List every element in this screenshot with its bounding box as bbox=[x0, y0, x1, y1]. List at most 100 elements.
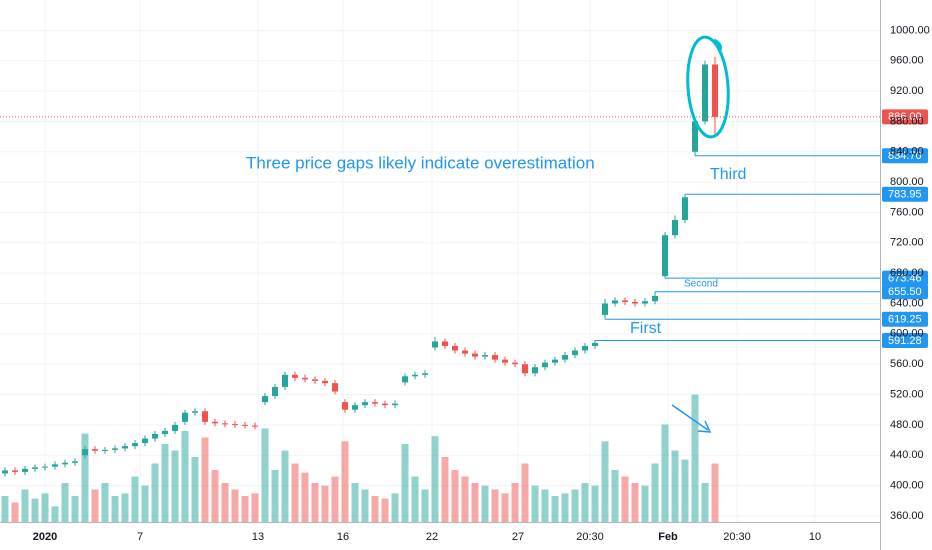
candle-body bbox=[162, 430, 168, 434]
candle-body bbox=[182, 412, 188, 422]
price-label-box bbox=[882, 270, 928, 286]
candle-body bbox=[342, 402, 348, 410]
volume-bar bbox=[121, 493, 129, 522]
y-tick-label: 760.00 bbox=[890, 206, 924, 218]
volume-bar bbox=[461, 476, 469, 522]
y-tick-label: 960.00 bbox=[890, 55, 924, 67]
candle-body bbox=[272, 386, 278, 397]
candle-body bbox=[72, 461, 78, 463]
annotation: Second bbox=[684, 279, 718, 290]
candle-body bbox=[682, 197, 688, 221]
volume-pane bbox=[1, 394, 719, 522]
volume-bar bbox=[321, 485, 329, 522]
volume-bar bbox=[571, 489, 579, 522]
candle-body bbox=[642, 301, 648, 304]
candle-body bbox=[582, 345, 588, 351]
candle-body bbox=[292, 374, 298, 378]
volume-bar bbox=[311, 483, 319, 522]
volume-bar bbox=[281, 450, 289, 522]
y-tick-label: 440.00 bbox=[890, 449, 924, 461]
candle-body bbox=[602, 303, 608, 315]
candle-body bbox=[362, 402, 368, 406]
x-tick-label: 20:30 bbox=[723, 531, 751, 543]
arrow bbox=[671, 404, 709, 431]
volume-bar bbox=[361, 489, 369, 522]
y-tick-label: 880.00 bbox=[890, 115, 924, 127]
candle-body bbox=[492, 355, 498, 360]
highlight-circle bbox=[686, 35, 730, 139]
volume-bar bbox=[291, 463, 299, 522]
arrow-head bbox=[697, 420, 712, 433]
volume-bar bbox=[371, 496, 379, 522]
candle-body bbox=[32, 467, 38, 469]
x-tick-label: 20:30 bbox=[576, 531, 604, 543]
candle-body bbox=[522, 364, 528, 374]
volume-bar bbox=[91, 489, 99, 522]
volume-bar bbox=[331, 476, 339, 522]
volume-bar bbox=[681, 459, 689, 522]
candle-body bbox=[142, 438, 148, 444]
volume-bar bbox=[671, 450, 679, 522]
highlight-circle-tail bbox=[713, 38, 722, 51]
candle-body bbox=[212, 421, 218, 424]
volume-bar bbox=[231, 489, 239, 522]
candle-body bbox=[412, 374, 418, 377]
candle-body bbox=[62, 462, 68, 465]
volume-bar bbox=[501, 493, 509, 522]
volume-bar bbox=[541, 489, 549, 522]
candle-body bbox=[2, 470, 8, 474]
volume-bar bbox=[511, 483, 519, 522]
candle-body bbox=[322, 380, 328, 384]
volume-bar bbox=[391, 493, 399, 522]
candle-body bbox=[52, 464, 58, 467]
y-tick-label: 400.00 bbox=[890, 479, 924, 491]
x-tick-label: 27 bbox=[512, 531, 524, 543]
volume-bar bbox=[271, 470, 279, 522]
candle-body bbox=[172, 424, 178, 431]
candle-body bbox=[472, 353, 478, 357]
volume-bar bbox=[31, 498, 39, 522]
candle-body bbox=[592, 342, 598, 346]
candle-body bbox=[692, 121, 698, 152]
volume-bar bbox=[711, 463, 719, 522]
volume-bar bbox=[61, 483, 69, 522]
volume-bar bbox=[11, 502, 19, 522]
volume-bar bbox=[491, 489, 499, 522]
volume-bar bbox=[81, 433, 89, 522]
volume-bar bbox=[251, 493, 259, 522]
candle-body bbox=[442, 341, 448, 346]
candle-body bbox=[42, 466, 48, 468]
price-label-box bbox=[882, 186, 928, 202]
annotation: Three price gaps likely indicate overest… bbox=[246, 153, 595, 172]
volume-bar bbox=[131, 476, 139, 522]
price-label: 655.50 bbox=[888, 286, 922, 298]
volume-bar bbox=[551, 496, 559, 522]
candle-body bbox=[452, 345, 458, 351]
y-tick-label: 600.00 bbox=[890, 328, 924, 340]
candle-body bbox=[232, 424, 238, 426]
candle-body bbox=[662, 235, 668, 277]
x-tick-label: 13 bbox=[252, 531, 264, 543]
candle-body bbox=[122, 446, 128, 449]
candle-body bbox=[672, 220, 678, 236]
volume-bar bbox=[71, 496, 79, 522]
price-label-box bbox=[882, 284, 928, 300]
y-tick-label: 920.00 bbox=[890, 85, 924, 97]
y-tick-label: 680.00 bbox=[890, 267, 924, 279]
y-tick-label: 640.00 bbox=[890, 297, 924, 309]
volume-bar bbox=[451, 470, 459, 522]
candle-body bbox=[102, 449, 108, 451]
candle-body bbox=[572, 350, 578, 356]
price-label: 834.70 bbox=[888, 150, 922, 162]
volume-bar bbox=[651, 463, 659, 522]
volume-bar bbox=[531, 485, 539, 522]
volume-bar bbox=[431, 436, 439, 522]
price-label: 619.25 bbox=[888, 314, 922, 326]
volume-bar bbox=[421, 489, 429, 522]
volume-bar bbox=[441, 457, 449, 522]
volume-bar bbox=[381, 498, 389, 522]
last-price-label: 886.00 bbox=[888, 111, 922, 123]
volume-bar bbox=[611, 470, 619, 522]
volume-bar bbox=[661, 424, 669, 522]
